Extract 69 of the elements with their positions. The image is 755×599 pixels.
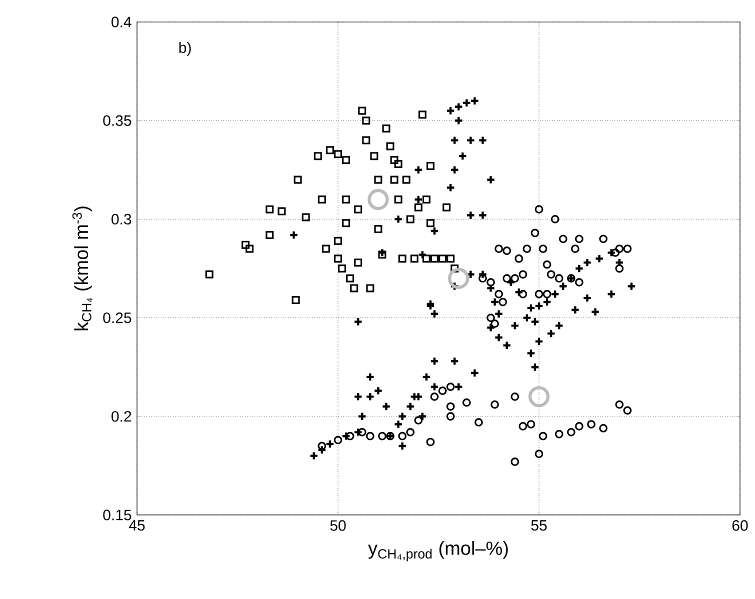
point xyxy=(386,142,394,150)
point xyxy=(358,106,366,115)
point xyxy=(382,124,390,132)
x-tick-label: 60 xyxy=(732,520,748,531)
point xyxy=(334,236,342,245)
point xyxy=(378,250,386,259)
point xyxy=(422,195,430,204)
point xyxy=(362,116,370,125)
point xyxy=(390,176,398,184)
point xyxy=(338,264,346,272)
point xyxy=(246,244,254,253)
point xyxy=(334,150,342,158)
point xyxy=(426,162,434,170)
x-tick-label: 45 xyxy=(129,520,145,531)
point xyxy=(354,258,362,267)
x-axis-title: y$_{CH₄,prod}$ (mol–%) xyxy=(368,541,508,562)
point xyxy=(448,268,470,289)
point xyxy=(422,254,430,263)
point xyxy=(242,240,250,249)
point xyxy=(390,156,398,164)
point xyxy=(205,270,214,278)
point xyxy=(394,195,402,204)
point xyxy=(410,254,418,263)
point xyxy=(302,213,310,222)
y-tick-label: 0.4 xyxy=(112,16,132,28)
point xyxy=(374,176,382,184)
point xyxy=(266,230,274,239)
y-tick-label: 0.25 xyxy=(103,312,132,324)
point xyxy=(314,152,322,160)
point xyxy=(342,195,350,204)
point xyxy=(402,176,410,184)
point xyxy=(442,203,451,212)
point xyxy=(426,219,434,228)
point xyxy=(394,160,402,168)
point xyxy=(446,254,455,263)
y-tick-label: 0.15 xyxy=(103,510,132,520)
x-tick-label: 50 xyxy=(330,520,346,531)
y-axis-title: k$_{CH₄}$ (kmol m$^{-3}$) xyxy=(72,206,92,330)
point xyxy=(342,156,350,164)
x-tick-label: 55 xyxy=(531,520,547,531)
point xyxy=(414,203,422,212)
point xyxy=(450,264,459,272)
point xyxy=(366,284,374,292)
point xyxy=(350,284,358,292)
point xyxy=(362,136,370,144)
point xyxy=(294,176,302,184)
point xyxy=(334,254,342,263)
point xyxy=(528,386,550,408)
point xyxy=(318,195,326,204)
point xyxy=(354,205,362,214)
point xyxy=(374,225,382,234)
point xyxy=(398,254,406,263)
point xyxy=(368,188,389,210)
point xyxy=(370,152,378,160)
point xyxy=(266,205,274,214)
y-tick-label: 0.2 xyxy=(112,411,132,422)
annotation: b) xyxy=(179,42,191,56)
point xyxy=(438,254,447,263)
point xyxy=(326,146,334,154)
y-tick-label: 0.3 xyxy=(112,214,132,224)
point xyxy=(292,296,300,304)
point xyxy=(278,207,286,216)
point xyxy=(346,274,354,282)
point xyxy=(418,110,426,119)
point xyxy=(406,215,414,224)
point xyxy=(430,254,438,263)
point xyxy=(322,244,330,253)
y-tick-label: 0.35 xyxy=(103,115,132,126)
point xyxy=(342,219,350,228)
